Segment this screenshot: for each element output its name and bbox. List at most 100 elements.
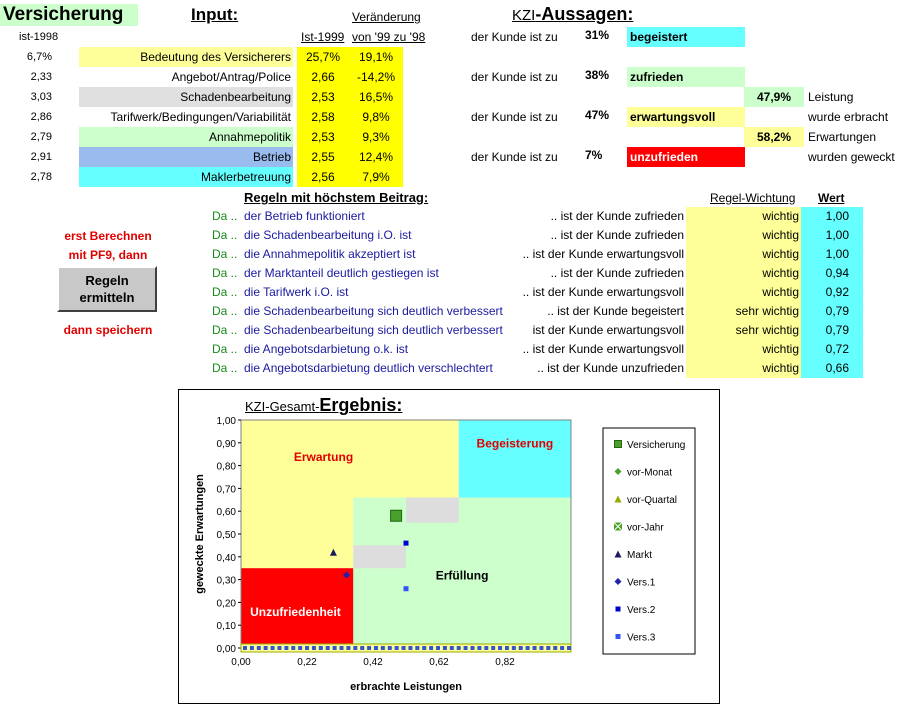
- x-tick-label: 0,62: [429, 657, 449, 668]
- y-tick-label: 0,30: [217, 576, 237, 587]
- input-change: 19,1%: [349, 47, 403, 67]
- input-change: 16,5%: [349, 87, 403, 107]
- baseline-marker: [477, 646, 482, 650]
- baseline-marker: [429, 646, 434, 650]
- rule-result: .. ist der Kunde zufrieden: [550, 228, 684, 242]
- input-ist1998: 3,03: [30, 91, 52, 103]
- legend-marker-1: [614, 468, 622, 475]
- rule-weight: wichtig: [762, 228, 799, 242]
- y-axis-label: geweckte Erwartungen: [194, 474, 206, 594]
- kzi-label: begeistert: [627, 27, 745, 47]
- rule-weight: sehr wichtig: [735, 323, 799, 337]
- rule-result: .. ist der Kunde erwartungsvoll: [522, 285, 684, 299]
- baseline-marker: [325, 646, 330, 650]
- rule-weight: wichtig: [762, 209, 799, 223]
- baseline-marker: [401, 646, 406, 650]
- rule-da: Da ..: [212, 228, 238, 242]
- rule-weight: sehr wichtig: [735, 304, 799, 318]
- input-title: Input:: [191, 5, 239, 24]
- leistung-label-1: Leistung: [808, 90, 854, 104]
- rule-da: Da ..: [212, 247, 238, 261]
- kzi-prefix: der Kunde ist zu: [471, 150, 558, 164]
- region-erwartung-lower: [241, 497, 354, 569]
- baseline-marker: [415, 646, 420, 650]
- baseline-marker: [387, 646, 392, 650]
- kzi-title-suffix: -Aussagen:: [535, 4, 634, 24]
- rule-value: 0,92: [825, 285, 849, 299]
- rules-value-bg: [801, 207, 863, 378]
- baseline-marker: [504, 646, 509, 650]
- baseline-marker: [532, 646, 537, 650]
- legend-label: Vers.3: [627, 633, 656, 644]
- y-tick-label: 0,60: [217, 507, 237, 518]
- rule-value: 1,00: [825, 247, 849, 261]
- rules-col-value: Wert: [818, 191, 845, 205]
- baseline-marker: [525, 646, 530, 650]
- input-ist1999: 2,53: [297, 127, 349, 147]
- region-label-erfuellung: Erfüllung: [436, 569, 489, 583]
- leistung-label-2: wurde erbracht: [808, 110, 889, 124]
- input-ist1998: 2,91: [30, 151, 52, 163]
- baseline-marker: [298, 646, 303, 650]
- region-label-unzufriedenheit: Unzufriedenheit: [250, 605, 341, 619]
- region-label-begeisterung: Begeisterung: [477, 436, 554, 450]
- legend-label: Vers.2: [627, 605, 656, 616]
- region-erwartung: [241, 420, 459, 498]
- legend-marker-7: [615, 634, 621, 639]
- legend-marker-0: [614, 440, 622, 448]
- input-label: Annahmepolitik: [79, 127, 293, 147]
- point-markt: [329, 548, 337, 556]
- rule-weight: wichtig: [762, 361, 799, 375]
- rule-weight: wichtig: [762, 285, 799, 299]
- rule-result: .. ist der Kunde zufrieden: [550, 266, 684, 280]
- erwartung-label-1: Erwartungen: [808, 130, 877, 144]
- determine-rules-button[interactable]: Regeln ermitteln: [57, 266, 157, 312]
- input-ist1998: 2,33: [30, 71, 52, 83]
- input-change: 12,4%: [349, 147, 403, 167]
- col-header-ist1998: ist-1998: [19, 31, 59, 43]
- rule-da: Da ..: [212, 361, 238, 375]
- input-change: 9,8%: [349, 107, 403, 127]
- legend-label: vor-Monat: [627, 468, 672, 479]
- kzi-label: erwartungsvoll: [627, 107, 745, 127]
- point-vers-1: [343, 571, 351, 579]
- legend-marker-2: [614, 495, 622, 503]
- baseline-marker: [270, 646, 275, 650]
- legend-marker-6: [615, 606, 621, 612]
- rule-value: 0,94: [825, 266, 849, 280]
- baseline-marker: [367, 646, 372, 650]
- input-ist1999: 2,55: [297, 147, 349, 167]
- rule-value: 0,79: [825, 323, 849, 337]
- input-label: Betrieb: [79, 147, 293, 167]
- hint-calculate: erst Berechnen: [64, 229, 152, 243]
- rule-condition: die Annahmepolitik akzeptiert ist: [244, 247, 416, 261]
- rule-result: .. ist der Kunde zufrieden: [550, 209, 684, 223]
- point-versicherung: [390, 509, 403, 522]
- region-unzufriedenheit: [241, 568, 354, 648]
- input-change: 7,9%: [349, 167, 403, 187]
- x-tick-label: 0,22: [297, 657, 317, 668]
- baseline-marker: [408, 646, 413, 650]
- baseline-marker: [498, 646, 503, 650]
- y-tick-label: 0,80: [217, 462, 237, 473]
- input-ist1998: 2,79: [30, 131, 52, 143]
- chart-title-mid: -Gesamt-: [265, 399, 320, 414]
- baseline-marker: [360, 646, 365, 650]
- input-label: Tarifwerk/Bedingungen/Variabilität: [79, 107, 293, 127]
- y-tick-label: 1,00: [217, 416, 237, 427]
- rule-condition: die Angebotsdarbietung o.k. ist: [244, 342, 409, 356]
- kzi-prefix: der Kunde ist zu: [471, 110, 558, 124]
- rule-value: 0,72: [825, 342, 849, 356]
- col-header-von: von '99 zu '98: [352, 30, 426, 44]
- baseline-marker: [422, 646, 427, 650]
- legend-label: Markt: [627, 550, 652, 561]
- baseline-marker: [284, 646, 289, 650]
- rules-weight-bg: [686, 207, 801, 378]
- input-ist1999: 2,53: [297, 87, 349, 107]
- baseline-marker: [311, 646, 316, 650]
- legend-label: Vers.1: [627, 578, 656, 589]
- legend-label: vor-Jahr: [627, 523, 664, 534]
- rule-weight: wichtig: [762, 247, 799, 261]
- rule-da: Da ..: [212, 304, 238, 318]
- kzi-chart: Erwartung Begeisterung Erfüllung Unzufriede…: [194, 416, 696, 693]
